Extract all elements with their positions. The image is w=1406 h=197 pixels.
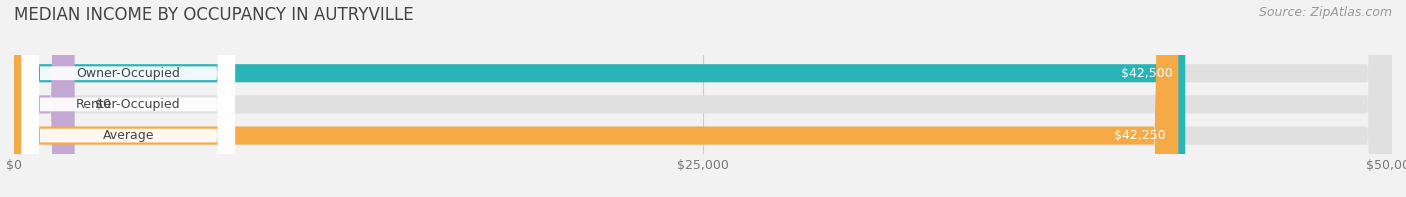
FancyBboxPatch shape [14,0,1392,197]
Text: $42,500: $42,500 [1121,67,1173,80]
Text: Renter-Occupied: Renter-Occupied [76,98,180,111]
FancyBboxPatch shape [14,0,1185,197]
FancyBboxPatch shape [14,0,1392,197]
Text: $0: $0 [94,98,111,111]
FancyBboxPatch shape [14,0,1392,197]
FancyBboxPatch shape [21,0,235,197]
Text: Average: Average [103,129,155,142]
Text: MEDIAN INCOME BY OCCUPANCY IN AUTRYVILLE: MEDIAN INCOME BY OCCUPANCY IN AUTRYVILLE [14,6,413,24]
FancyBboxPatch shape [21,0,235,197]
FancyBboxPatch shape [14,0,1178,197]
FancyBboxPatch shape [21,0,235,197]
Text: $42,250: $42,250 [1115,129,1166,142]
FancyBboxPatch shape [14,0,75,197]
Text: Source: ZipAtlas.com: Source: ZipAtlas.com [1258,6,1392,19]
Text: Owner-Occupied: Owner-Occupied [76,67,180,80]
